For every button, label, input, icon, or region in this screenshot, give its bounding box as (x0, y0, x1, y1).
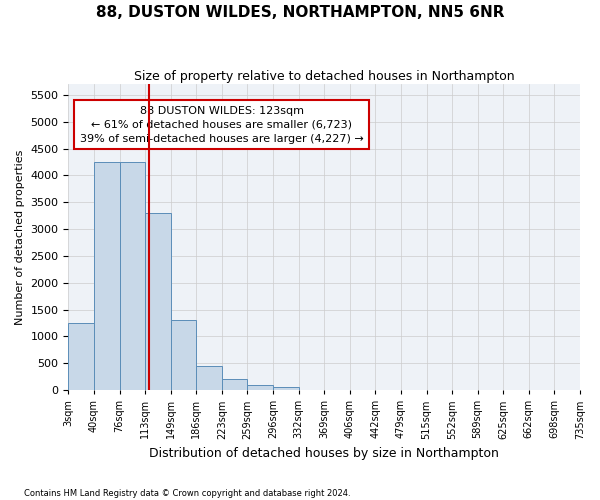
Text: 88, DUSTON WILDES, NORTHAMPTON, NN5 6NR: 88, DUSTON WILDES, NORTHAMPTON, NN5 6NR (96, 5, 504, 20)
Bar (196, 366, 222, 390)
Text: Contains HM Land Registry data © Crown copyright and database right 2024.: Contains HM Land Registry data © Crown c… (24, 488, 350, 498)
X-axis label: Distribution of detached houses by size in Northampton: Distribution of detached houses by size … (149, 447, 499, 460)
Bar (119, 162, 145, 390)
Bar (222, 380, 247, 390)
Bar (247, 385, 273, 390)
Bar (145, 213, 171, 390)
Bar (171, 320, 196, 390)
Title: Size of property relative to detached houses in Northampton: Size of property relative to detached ho… (134, 70, 515, 83)
Y-axis label: Number of detached properties: Number of detached properties (15, 150, 25, 325)
Bar (94, 162, 119, 390)
Bar (273, 387, 299, 390)
Text: 88 DUSTON WILDES: 123sqm
← 61% of detached houses are smaller (6,723)
39% of sem: 88 DUSTON WILDES: 123sqm ← 61% of detach… (80, 106, 364, 144)
Bar (68, 323, 94, 390)
